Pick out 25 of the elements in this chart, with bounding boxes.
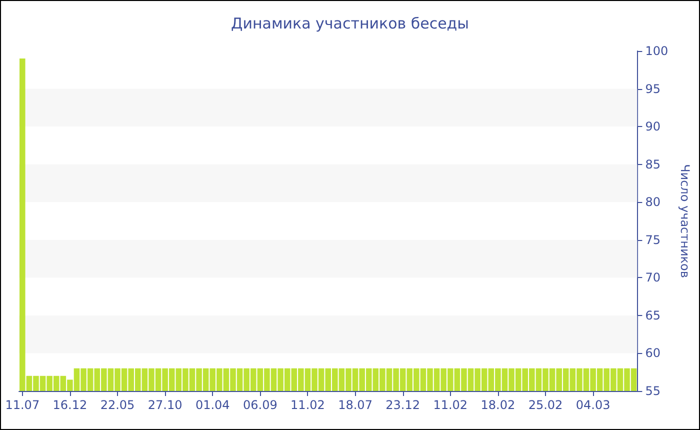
x-tick-label: 16.12 — [52, 398, 88, 412]
x-tick-label: 11.02 — [290, 398, 325, 412]
x-tick-label: 11.02 — [433, 398, 468, 412]
y-tick-label: 70 — [645, 270, 660, 285]
y-tick-label: 55 — [645, 384, 660, 398]
y-tick-label: 90 — [645, 120, 660, 134]
x-tick-label: 25.02 — [528, 398, 563, 412]
x-tick-label: 06.09 — [242, 398, 278, 412]
x-tick-label: 01.04 — [195, 398, 230, 412]
y-tick-label: 75 — [645, 232, 660, 247]
x-tick-label: 18.07 — [338, 398, 372, 412]
x-tick-label: 22.05 — [100, 398, 135, 412]
x-tick-label: 04.03 — [576, 398, 610, 412]
y-tick-label: 95 — [645, 82, 660, 96]
x-tick-label: 27.10 — [148, 398, 182, 412]
x-tick-label: 11.07 — [5, 398, 40, 412]
x-tick-label: 23.12 — [386, 398, 420, 412]
y-tick-label: 60 — [645, 346, 660, 360]
y-tick-label: 65 — [645, 308, 660, 322]
y-tick-label: 100 — [645, 44, 668, 58]
y-tick-label: 80 — [645, 195, 660, 210]
y-tick-label: 85 — [645, 157, 660, 172]
x-tick-label: 18.02 — [480, 398, 516, 412]
y-axis-title: Число участников — [678, 164, 692, 278]
chart-title: Динамика участников беседы — [230, 14, 470, 32]
